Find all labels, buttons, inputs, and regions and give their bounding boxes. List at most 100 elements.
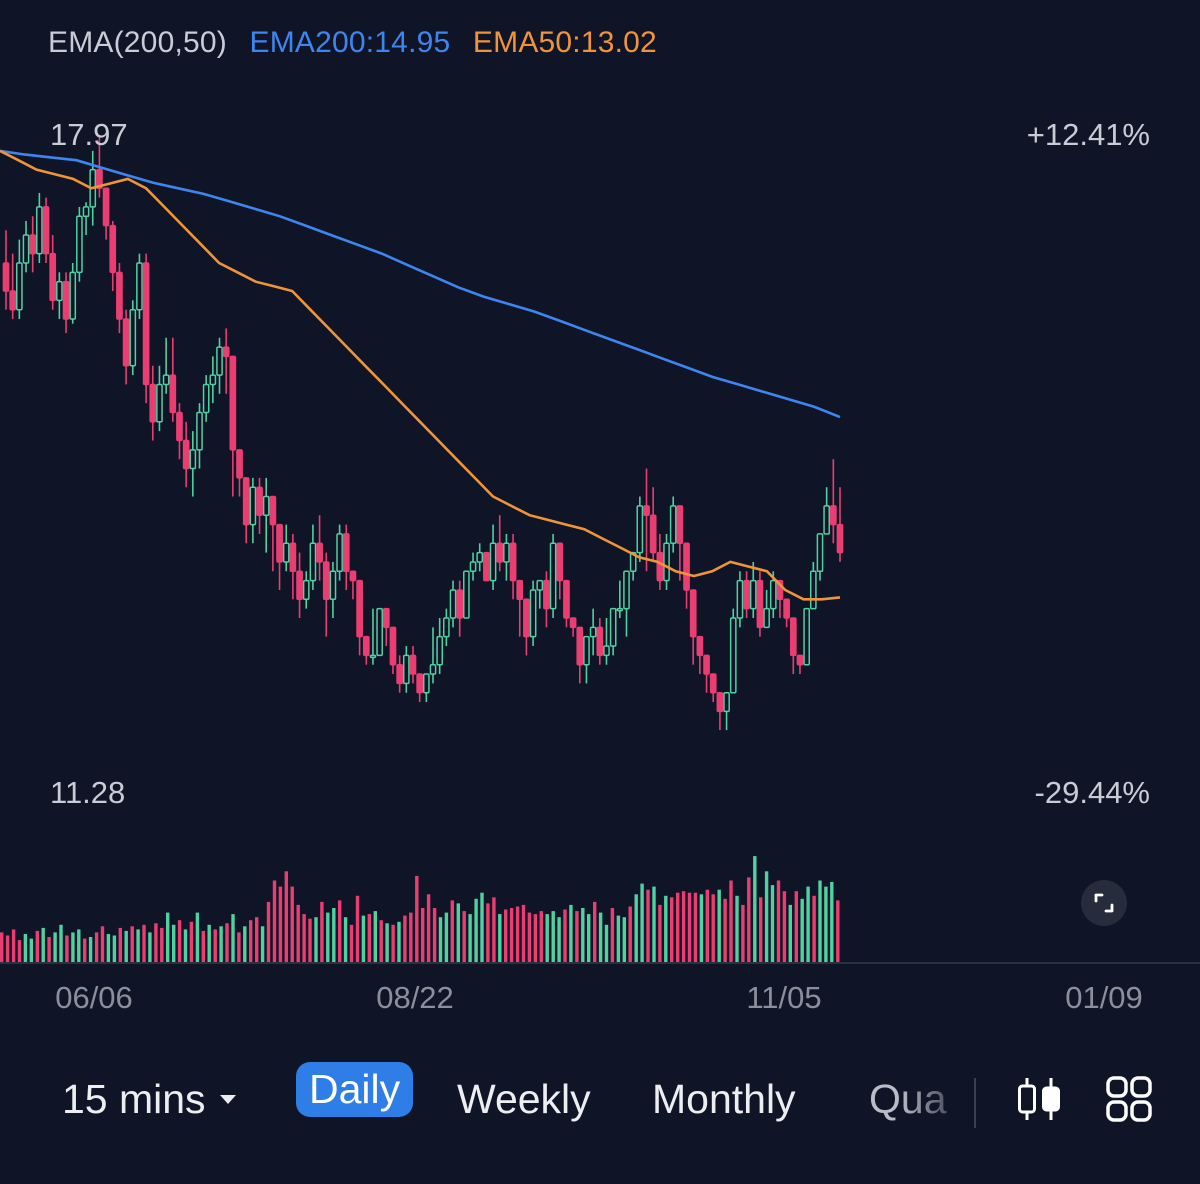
x-tick-label: 11/05 [746,980,822,1015]
candle [836,487,844,562]
candle [549,533,557,618]
price-chart[interactable] [0,0,1200,970]
volume-bar [195,912,200,963]
candle-body [249,486,257,526]
candle-body [456,589,464,619]
expand-button[interactable] [1081,880,1127,926]
volume-bar [231,914,235,963]
candle-body [669,505,677,545]
candlestick-icon[interactable] [1014,1074,1064,1124]
tab-weekly[interactable]: Weekly [457,1076,591,1122]
candle-body [122,318,130,367]
candle [202,375,210,422]
volume-bar [201,930,205,963]
volume-bar [800,898,804,963]
candle-body [789,617,797,657]
timeframe-toolbar: 15 mins Daily Weekly Monthly Qua [0,1050,1200,1150]
candle-body [109,224,117,274]
candle [36,192,43,263]
candle [336,524,343,581]
candle-body [136,262,143,311]
volume-bars [0,856,840,964]
candle-body [302,579,310,601]
candle [236,449,243,497]
volume-bar [587,914,591,963]
indicator-legend: EMA(200,50) EMA200:14.95 EMA50:13.02 [48,26,671,60]
candle-body [496,542,504,563]
volume-bar [604,924,609,963]
volume-bar [486,903,490,963]
candle-body [82,206,90,218]
volume-bar [11,929,16,963]
volume-bar [160,927,164,963]
candle [669,496,677,553]
candle-body [296,570,303,601]
candle-body [603,645,610,657]
candle [62,272,70,334]
grid-icon[interactable] [1104,1074,1154,1124]
tab-monthly[interactable]: Monthly [652,1076,796,1122]
tab-daily[interactable]: Daily [296,1062,414,1117]
candle [76,206,83,282]
candle [69,262,77,324]
volume-bar [343,917,348,963]
candle [649,487,657,562]
candle-body [589,626,597,638]
volume-bar [806,886,810,963]
volume-bar [71,932,75,963]
candle-body [376,607,383,657]
volume-bar [824,886,828,963]
candle-body [256,486,263,516]
candle [483,551,490,582]
candle-body [803,607,810,666]
volume-bar [640,883,644,963]
candle [56,272,63,320]
volume-bar [551,911,555,963]
candle-body [116,271,123,320]
candle [422,673,430,703]
volume-bar [676,892,680,963]
candle-body [676,505,684,545]
candle-body [836,523,844,554]
interval-dropdown[interactable]: 15 mins [62,1076,236,1123]
volume-bar [616,915,621,963]
candle [276,523,283,590]
volume-bar [794,891,798,963]
volume-bar [349,924,354,963]
candle-body [449,589,457,619]
volume-bar [705,889,709,963]
candle [362,635,370,665]
candle-body [42,206,50,255]
candle-body [516,579,524,601]
candle [196,403,203,469]
candle [296,552,303,618]
candle-body [202,383,210,414]
volume-bar [527,912,532,963]
volume-bar [166,912,170,963]
volume-bar [533,914,538,963]
candle [429,627,437,684]
volume-bar [355,895,360,963]
candle [689,589,697,665]
candle-body [656,551,664,582]
volume-bar [17,940,22,963]
candle-body [216,346,223,376]
candle [256,477,263,534]
candle-body [463,570,470,619]
candle-body [322,561,330,601]
volume-bar [23,934,28,963]
candle [623,570,630,637]
volume-bar [148,932,152,963]
volume-bar [622,917,626,963]
ema50-value: EMA50:13.02 [472,26,657,59]
volume-bar [314,917,318,963]
candle-body [716,691,724,713]
volume-bar [308,918,312,963]
candle [282,524,290,572]
volume-bar [646,889,650,963]
volume-bar [717,889,721,963]
candle-body [416,673,424,694]
candle-body [156,383,163,423]
volume-bar [385,923,389,963]
candle-body [763,607,770,629]
